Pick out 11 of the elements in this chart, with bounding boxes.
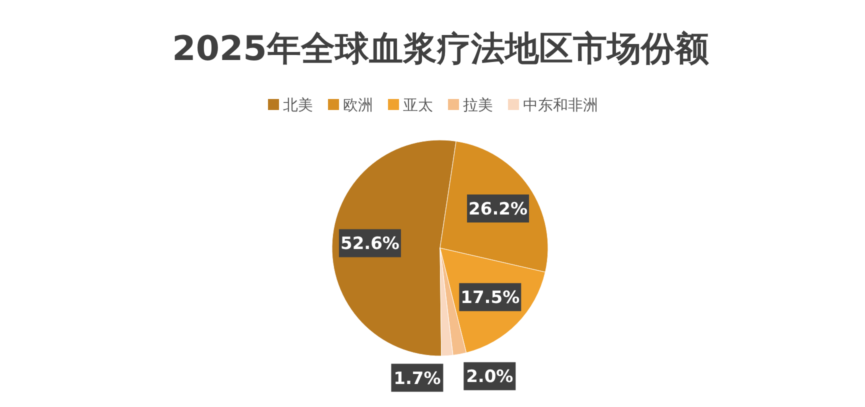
legend-label: 欧洲 [343, 96, 373, 114]
data-label: 2.0% [466, 367, 514, 388]
data-label: 1.7% [394, 368, 441, 389]
data-label: 17.5% [460, 288, 520, 308]
legend-label: 拉美 [463, 96, 493, 114]
chart-title: 2025年全球血浆疗法地区市场份额 [172, 29, 709, 69]
legend-label: 北美 [283, 96, 313, 114]
legend-label: 亚太 [403, 96, 433, 114]
data-label: 52.6% [340, 234, 400, 254]
data-label: 26.2% [468, 199, 528, 220]
legend-label: 中东和非洲 [523, 96, 598, 114]
